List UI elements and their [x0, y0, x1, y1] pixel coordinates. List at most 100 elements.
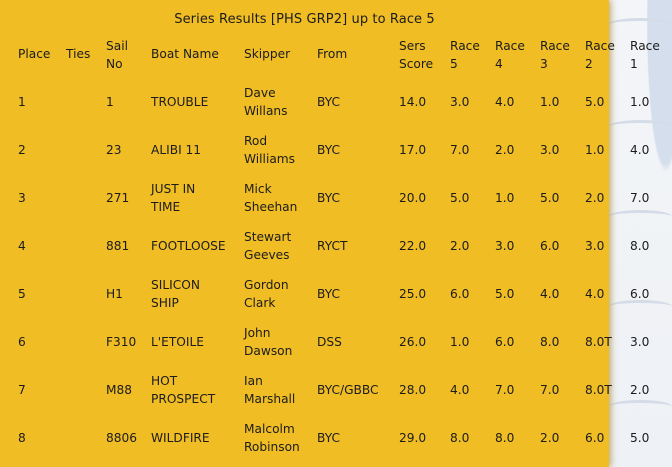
place-cell: 4	[18, 239, 26, 253]
place-cell: 2	[18, 143, 26, 157]
sail-no-cell: 1	[106, 95, 114, 109]
race4-cell: 6.0	[495, 335, 515, 349]
skipper-first-name: Rod	[244, 134, 268, 148]
race3-cell: 2.0	[540, 431, 560, 445]
boat-name-cell: L'ETOILE	[151, 335, 204, 349]
club-cell: BYC	[317, 143, 340, 157]
skipper-last-name: Sheehan	[244, 200, 298, 214]
header-race4-line2: 4	[495, 57, 503, 71]
skipper-first-name: Stewart	[244, 230, 292, 244]
skipper-first-name: John	[244, 326, 271, 340]
results-title: Series Results [PHS GRP2] up to Race 5	[174, 12, 435, 27]
skipper-first-name: Malcolm	[244, 422, 295, 436]
club-cell: DSS	[317, 335, 342, 349]
race4-cell: 4.0	[495, 95, 515, 109]
series-score-cell: 20.0	[399, 191, 427, 205]
race5-cell: 3.0	[450, 95, 470, 109]
race4-cell: 8.0	[495, 431, 515, 445]
race1-cell: 3.0	[630, 335, 650, 349]
club-cell: BYC	[317, 431, 340, 445]
race2-cell: 8.0T	[585, 383, 612, 397]
race1-cell: 5.0	[630, 431, 650, 445]
sail-no-cell: 881	[106, 239, 130, 253]
race1-cell: 6.0	[630, 287, 650, 301]
background-wave	[609, 18, 672, 31]
header-place: Place	[18, 47, 51, 61]
race5-cell: 8.0	[450, 431, 470, 445]
header-race1-line2: 1	[630, 57, 638, 71]
header-race3-line2: 3	[540, 57, 548, 71]
background-wave	[609, 210, 672, 223]
header-race3-line1: Race	[540, 39, 570, 53]
race2-cell: 2.0	[585, 191, 605, 205]
race2-cell: 4.0	[585, 287, 605, 301]
header-race2-line1: Race	[585, 39, 615, 53]
place-cell: 6	[18, 335, 26, 349]
background-wave	[609, 300, 672, 313]
race4-cell: 1.0	[495, 191, 515, 205]
boat-name-line1: SILICON	[151, 278, 200, 292]
boat-name-cell: FOOTLOOSE	[151, 239, 226, 253]
header-sail-line1: Sail	[106, 39, 128, 53]
boat-name-line2: SHIP	[151, 296, 179, 310]
header-race4-line1: Race	[495, 39, 525, 53]
race2-cell: 5.0	[585, 95, 605, 109]
race2-cell: 3.0	[585, 239, 605, 253]
series-score-cell: 29.0	[399, 431, 427, 445]
header-race5-line1: Race	[450, 39, 480, 53]
club-cell: BYC	[317, 95, 340, 109]
boat-name-line1: HOT	[151, 374, 178, 388]
skipper-last-name: Geeves	[244, 248, 290, 262]
boat-name-cell: TROUBLE	[151, 95, 209, 109]
series-score-cell: 25.0	[399, 287, 427, 301]
race5-cell: 5.0	[450, 191, 470, 205]
skipper-last-name: Dawson	[244, 344, 293, 358]
club-cell: BYC	[317, 191, 340, 205]
race5-cell: 2.0	[450, 239, 470, 253]
background-wave	[609, 400, 672, 413]
race5-cell: 1.0	[450, 335, 470, 349]
race5-cell: 6.0	[450, 287, 470, 301]
place-cell: 1	[18, 95, 26, 109]
race2-cell: 6.0	[585, 431, 605, 445]
race3-cell: 4.0	[540, 287, 560, 301]
club-cell: RYCT	[317, 239, 348, 253]
boat-name-line1: JUST IN	[151, 182, 196, 196]
skipper-last-name: Williams	[244, 152, 296, 166]
race3-cell: 8.0	[540, 335, 560, 349]
skipper-first-name: Dave	[244, 86, 276, 100]
boat-name-line2: PROSPECT	[151, 392, 216, 406]
race3-cell: 3.0	[540, 143, 560, 157]
series-score-cell: 26.0	[399, 335, 427, 349]
race1-cell: 7.0	[630, 191, 650, 205]
header-ties: Ties	[66, 47, 91, 61]
series-score-cell: 17.0	[399, 143, 427, 157]
boat-name-cell: WILDFIRE	[151, 431, 210, 445]
club-cell: BYC/GBBC	[317, 383, 379, 397]
results-panel	[0, 0, 609, 467]
page-background-right	[609, 0, 672, 467]
sail-no-cell: M88	[106, 383, 133, 397]
place-cell: 3	[18, 191, 26, 205]
race4-cell: 7.0	[495, 383, 515, 397]
skipper-first-name: Mick	[244, 182, 272, 196]
race1-cell: 2.0	[630, 383, 650, 397]
race1-cell: 8.0	[630, 239, 650, 253]
series-score-cell: 28.0	[399, 383, 427, 397]
header-score-line2: Score	[399, 57, 434, 71]
skipper-last-name: Willans	[244, 104, 288, 118]
race1-cell: 1.0	[630, 95, 650, 109]
place-cell: 5	[18, 287, 26, 301]
skipper-last-name: Robinson	[244, 440, 300, 454]
skipper-last-name: Marshall	[244, 392, 296, 406]
race5-cell: 4.0	[450, 383, 470, 397]
header-race1-line1: Race	[630, 39, 660, 53]
header-sail-line2: No	[106, 57, 123, 71]
sail-no-cell: 271	[106, 191, 130, 205]
boat-name-line2: TIME	[151, 200, 181, 214]
background-wave	[609, 120, 672, 133]
skipper-last-name: Clark	[244, 296, 276, 310]
race3-cell: 7.0	[540, 383, 560, 397]
race2-cell: 8.0T	[585, 335, 612, 349]
race4-cell: 3.0	[495, 239, 515, 253]
